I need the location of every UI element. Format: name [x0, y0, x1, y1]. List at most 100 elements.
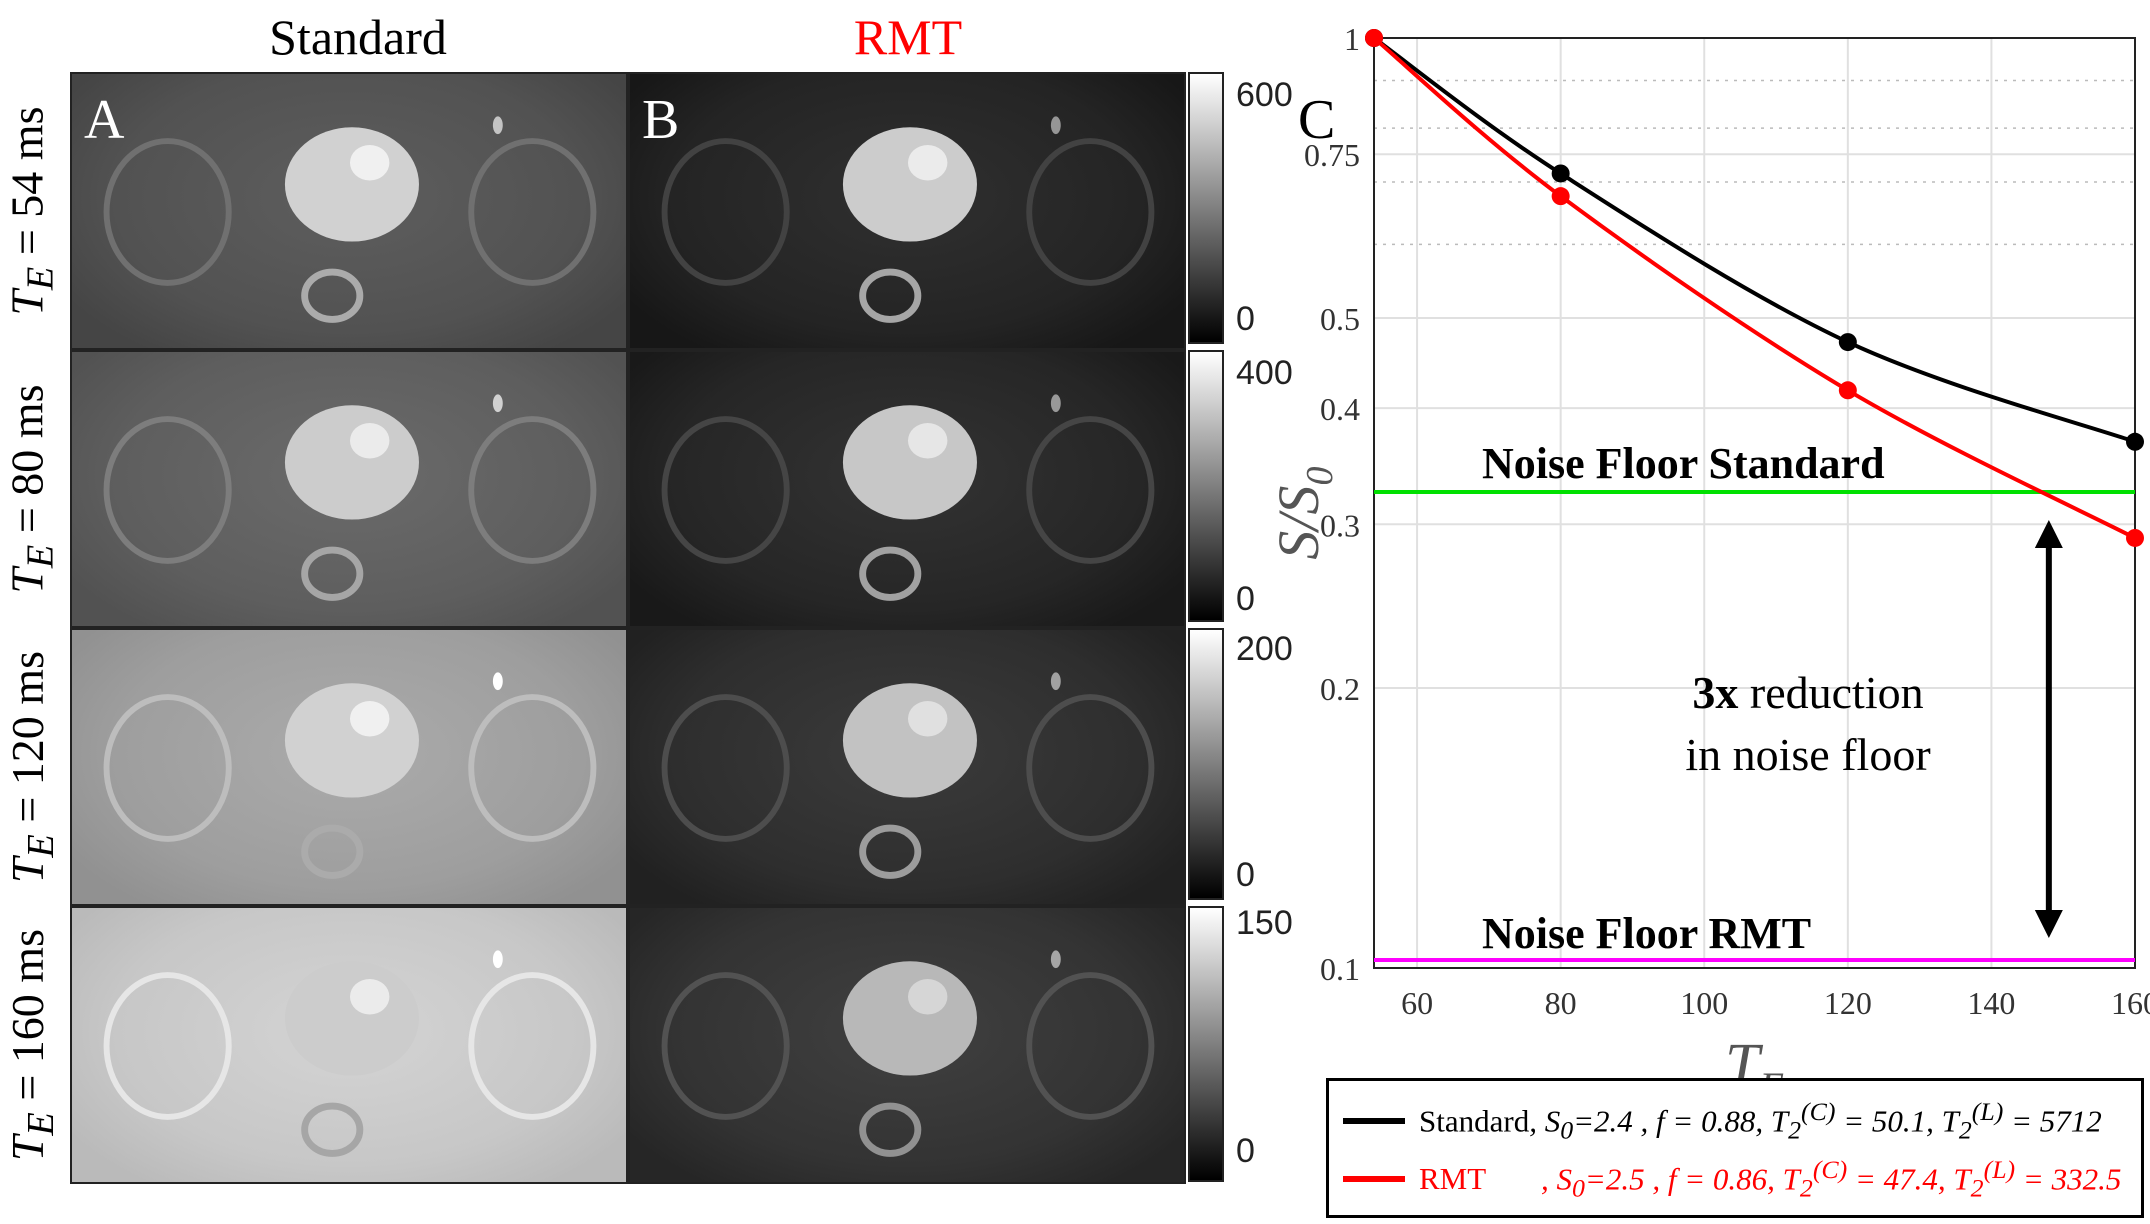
annotation-line-1: 3x reduction [1692, 667, 1923, 718]
legend-entry-rmt: RMT , S0=2.5 , f = 0.86, T2(C) = 47.4, T… [1343, 1151, 2121, 1207]
y-tick-label: 0.2 [1320, 671, 1360, 707]
vessel-dot [1050, 672, 1061, 691]
reduction-arrow-head-up [2034, 519, 2063, 548]
rectum [301, 1102, 364, 1157]
vessel-dot [492, 950, 503, 969]
left-ring-structure [661, 416, 790, 564]
mri-rmt-te-160 [628, 906, 1186, 1184]
x-tick-label: 60 [1401, 985, 1433, 1021]
colorbar-max-te-80: 400 [1236, 354, 1293, 392]
left-ring-structure [103, 972, 232, 1120]
vessel-dot [492, 672, 503, 691]
right-ring-structure [1026, 694, 1155, 842]
series-line-rmt [1372, 36, 2136, 540]
prostate-bright-zone [349, 144, 390, 181]
vessel-dot [492, 394, 503, 413]
colorbar-te-160 [1188, 906, 1224, 1182]
colorbar-min-te-80: 0 [1236, 580, 1255, 618]
x-tick-label: 160 [2111, 985, 2150, 1021]
x-tick-label: 140 [1967, 985, 2015, 1021]
x-tick-label: 80 [1545, 985, 1577, 1021]
y-tick-label: 1 [1344, 21, 1360, 57]
panel-label-c: C [1298, 89, 1336, 151]
reduction-arrow-head-down [2034, 910, 2063, 939]
right-ring-structure [1026, 972, 1155, 1120]
data-point-rmt [2126, 528, 2144, 547]
mri-standard-te-54 [70, 72, 628, 350]
colorbar-te-54 [1188, 72, 1224, 344]
data-point-standard [1838, 333, 1857, 352]
left-ring-structure [103, 416, 232, 564]
colorbar-min-te-120: 0 [1236, 856, 1255, 894]
x-tick-label: 100 [1680, 985, 1728, 1021]
y-tick-label: 0.5 [1320, 301, 1360, 337]
vessel-dot [1050, 116, 1061, 135]
mri-standard-te-160 [70, 906, 628, 1184]
mri-rmt-te-120 [628, 628, 1186, 906]
prostate-bright-zone [349, 978, 390, 1015]
colorbar-max-te-54: 600 [1236, 76, 1293, 114]
plot-frame [1373, 37, 2136, 969]
colorbar-te-120 [1188, 628, 1224, 900]
right-ring-structure [1026, 138, 1155, 286]
right-ring-structure [468, 138, 597, 286]
mri-standard-te-120 [70, 628, 628, 906]
right-ring-structure [468, 972, 597, 1120]
rmt-column-title: RMT [853, 9, 963, 65]
rectum [859, 546, 922, 601]
prostate-bright-zone [907, 144, 948, 181]
data-point-standard [1551, 164, 1570, 183]
colorbar-te-80 [1188, 350, 1224, 622]
right-ring-structure [468, 416, 597, 564]
left-ring-structure [661, 972, 790, 1120]
prostate-bright-zone [907, 700, 948, 737]
data-point-standard [2126, 432, 2144, 451]
x-tick-label: 120 [1824, 985, 1872, 1021]
left-ring-structure [661, 138, 790, 286]
prostate-bright-zone [349, 422, 390, 459]
rectum [859, 1102, 922, 1157]
standard-column-title: Standard [269, 9, 447, 65]
vessel-dot [492, 116, 503, 135]
legend-swatch-standard [1343, 1118, 1405, 1124]
mri-standard-te-80 [70, 350, 628, 628]
series-line-standard [1372, 36, 2136, 444]
y-tick-label: 0.4 [1320, 391, 1360, 427]
colorbar-min-te-54: 0 [1236, 300, 1255, 338]
y-tick-label: 0.1 [1320, 951, 1360, 987]
vessel-dot [1050, 950, 1061, 969]
rectum [301, 824, 364, 879]
data-point-rmt [1838, 381, 1857, 400]
legend-swatch-rmt [1343, 1176, 1405, 1182]
prostate-bright-zone [907, 978, 948, 1015]
prostate-bright-zone [907, 422, 948, 459]
mri-rmt-te-80 [628, 350, 1186, 628]
data-point-rmt [1365, 29, 1383, 47]
chart-legend: Standard, S0=2.4 , f = 0.88, T2(C) = 50.… [1326, 1078, 2144, 1218]
y-tick-label: 0.75 [1304, 137, 1360, 173]
rectum [301, 268, 364, 323]
y-tick-label: 0.3 [1320, 507, 1360, 543]
panel-label-a: A [84, 89, 125, 151]
vessel-dot [1050, 394, 1061, 413]
right-ring-structure [468, 694, 597, 842]
colorbar-max-te-120: 200 [1236, 630, 1293, 668]
rectum [859, 268, 922, 323]
noise-floor-label: Noise Floor RMT [1482, 909, 1811, 958]
colorbar-min-te-160: 0 [1236, 1132, 1255, 1170]
mri-rmt-te-54 [628, 72, 1186, 350]
legend-entry-standard: Standard, S0=2.4 , f = 0.88, T2(C) = 50.… [1343, 1093, 2102, 1149]
rectum [301, 546, 364, 601]
y-axis-label: S/S0 [1266, 466, 1341, 559]
left-ring-structure [103, 694, 232, 842]
rectum [859, 824, 922, 879]
panel-label-b: B [642, 89, 680, 151]
data-point-rmt [1551, 187, 1570, 206]
annotation-line-2: in noise floor [1685, 729, 1930, 780]
noise-floor-label: Noise Floor Standard [1482, 439, 1885, 488]
left-ring-structure [661, 694, 790, 842]
colorbar-max-te-160: 150 [1236, 904, 1293, 942]
right-ring-structure [1026, 416, 1155, 564]
left-ring-structure [103, 138, 232, 286]
